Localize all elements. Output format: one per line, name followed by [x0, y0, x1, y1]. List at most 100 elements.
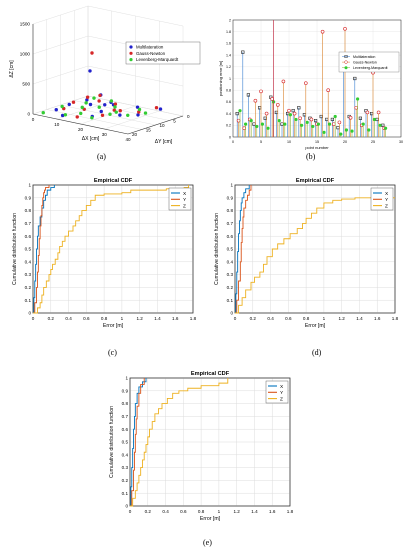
- point-multilateration: [241, 50, 245, 54]
- y-axis-line: [127, 115, 184, 135]
- x-tick-label: 0.6: [180, 509, 187, 514]
- point-gauss-newton: [98, 93, 102, 98]
- legend-label: Y: [385, 197, 389, 203]
- x-tick-label: 0.2: [145, 509, 152, 514]
- x-tick-label: 1: [323, 316, 326, 321]
- point-multilateration: [103, 103, 107, 107]
- chart-e: 0 0.2 0.4 0.6 0.8 1 1.2 1.4 1.6 1.8 0 0.1 0.2 0.3 0.4 0…: [105, 363, 305, 533]
- point-levenberg-marquardt: [372, 117, 376, 122]
- point-gauss-newton: [137, 110, 141, 114]
- x-tick-label: 0.6: [83, 316, 90, 321]
- point-multilateration: [60, 113, 65, 118]
- y-tick-label: 0.5: [122, 440, 129, 445]
- point-levenberg-marquardt: [328, 122, 332, 126]
- y-tick-label: 0.1: [227, 298, 234, 303]
- point-levenberg-marquardt: [311, 124, 315, 129]
- chart-title: Empirical CDF: [94, 178, 133, 184]
- point-levenberg-marquardt: [255, 124, 259, 129]
- y-tick-label: 0.8: [122, 401, 129, 406]
- x-tick-label: 0: [129, 509, 132, 514]
- y-tick-label: 0.4: [25, 259, 32, 264]
- series-line-z: [33, 185, 190, 314]
- y-tick-label: 5: [173, 119, 176, 124]
- y-tick-label: 0.3: [227, 272, 234, 277]
- point-multilateration: [54, 108, 58, 112]
- y-axis-label: Cumulative distribution function: [12, 213, 18, 285]
- chart-a-plot: 0 500 1000 1500 0 10 20 30 40 0 5 10 15 20 ΔZ [cm] ΔX […: [9, 5, 201, 145]
- series-line-y: [130, 378, 145, 507]
- chart-c: 0 0.2 0.4 0.6 0.8 1 1.2 1.4 1.6 1.8 0 0.1 0.2 0.3 0.4 0…: [8, 170, 208, 340]
- y-tick-label: 20: [132, 132, 138, 137]
- point-levenberg-marquardt: [63, 113, 68, 117]
- chart-d-plot: 0 0.2 0.4 0.6 0.8 1 1.2 1.4 1.6 1.8 0 0.1 0.2 0.3 0.4 0…: [214, 178, 399, 329]
- point-levenberg-marquardt: [378, 123, 382, 127]
- point-levenberg-marquardt: [92, 96, 96, 100]
- x-tick-label: 0.2: [250, 316, 257, 321]
- chart-d: 0 0.2 0.4 0.6 0.8 1 1.2 1.4 1.6 1.8 0 0.1 0.2 0.3 0.4 0…: [210, 170, 410, 340]
- point-gauss-newton: [365, 110, 370, 115]
- point-levenberg-marquardt: [79, 111, 83, 116]
- x-tick-label: 1.2: [136, 316, 143, 321]
- point-gauss-newton: [376, 110, 381, 115]
- point-gauss-newton: [287, 108, 291, 113]
- point-gauss-newton: [292, 111, 297, 116]
- legend-marker: [129, 51, 133, 55]
- point-gauss-newton: [320, 29, 325, 34]
- x-tick-label: 0.6: [285, 316, 292, 321]
- x-tick-label: 0.4: [162, 509, 169, 514]
- point-levenberg-marquardt: [384, 126, 388, 130]
- point-gauss-newton: [343, 26, 347, 31]
- y-axis-label: positioning error [m]: [218, 61, 223, 96]
- z-tick-label: 0: [27, 112, 30, 117]
- y-tick-label: 1: [125, 376, 128, 381]
- point-gauss-newton: [281, 79, 286, 84]
- legend-label: X: [183, 191, 187, 197]
- point-multilateration: [88, 69, 92, 73]
- x-tick-label: 0.4: [267, 316, 274, 321]
- legend-box: [338, 51, 400, 73]
- point-levenberg-marquardt: [126, 113, 130, 118]
- series-line-z: [130, 378, 229, 507]
- y-tick-label: 1: [28, 183, 31, 188]
- y-tick-label: 0.3: [122, 465, 129, 470]
- y-tick-label: 0.2: [227, 285, 234, 290]
- grid-floor-y: [46, 109, 142, 130]
- point-gauss-newton: [337, 120, 342, 125]
- point-gauss-newton: [298, 116, 302, 121]
- point-gauss-newton: [113, 102, 118, 106]
- point-levenberg-marquardt: [339, 132, 343, 136]
- y-tick-label: 2: [229, 18, 231, 22]
- point-gauss-newton: [97, 99, 101, 103]
- point-levenberg-marquardt: [294, 117, 298, 122]
- y-tick-label: 0: [187, 114, 190, 119]
- series-line-y: [235, 185, 252, 314]
- point-levenberg-marquardt: [305, 120, 309, 124]
- y-tick-label: 0.9: [25, 195, 32, 200]
- point-multilateration: [246, 93, 250, 97]
- point-gauss-newton: [75, 115, 79, 119]
- y-axis-label: Cumulative distribution function: [214, 213, 220, 285]
- point-multilateration: [67, 102, 71, 107]
- point-gauss-newton: [90, 51, 94, 55]
- legend-label: Y: [280, 390, 284, 396]
- point-levenberg-marquardt: [90, 116, 94, 120]
- point-levenberg-marquardt: [249, 119, 253, 123]
- point-levenberg-marquardt: [367, 128, 371, 132]
- x-tick-label: 30: [399, 140, 403, 144]
- legend-marker: [344, 60, 348, 64]
- point-gauss-newton: [236, 118, 241, 123]
- x-tick-label: 1.2: [233, 509, 240, 514]
- x-tick-label: 1.2: [338, 316, 345, 321]
- x-tick-label: 20: [343, 140, 347, 144]
- point-gauss-newton: [332, 122, 336, 126]
- y-tick-label: 10: [160, 123, 166, 128]
- z-tick-label: 500: [22, 82, 30, 87]
- legend-marker: [344, 55, 348, 58]
- y-tick-label: 0.2: [25, 285, 32, 290]
- x-tick-label: 1: [121, 316, 124, 321]
- legend-label: X: [385, 191, 389, 197]
- chart-c-plot: 0 0.2 0.4 0.6 0.8 1 1.2 1.4 1.6 1.8 0 0.1 0.2 0.3 0.4 0…: [12, 178, 197, 329]
- y-tick-label: 0.1: [25, 298, 32, 303]
- x-tick-label: 15: [315, 140, 319, 144]
- caption-e: (e): [203, 538, 212, 547]
